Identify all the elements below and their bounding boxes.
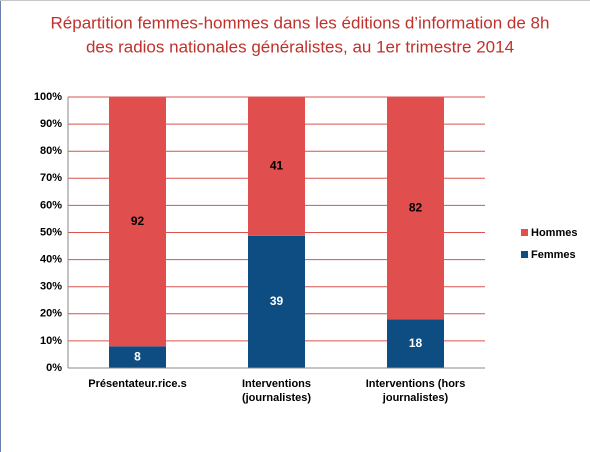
- x-tick-label: Interventions: [242, 378, 311, 390]
- data-label: 18: [409, 336, 423, 350]
- y-tick-label: 80%: [40, 145, 62, 157]
- y-tick-label: 30%: [40, 281, 62, 293]
- y-tick-label: 90%: [40, 118, 62, 130]
- bar-segment: [248, 235, 305, 368]
- y-tick-label: 60%: [40, 199, 62, 211]
- data-label: 82: [409, 200, 423, 214]
- bar-segment: [109, 346, 166, 368]
- chart-title: des radios nationales généralistes, au 1…: [86, 37, 514, 56]
- data-label: 8: [134, 349, 141, 363]
- legend-swatch: [521, 229, 528, 236]
- x-tick-label: Présentateur.rice.s: [88, 378, 186, 390]
- y-tick-label: 50%: [40, 226, 62, 238]
- y-tick-label: 20%: [40, 308, 62, 320]
- bar-segment: [248, 97, 305, 236]
- y-tick-label: 100%: [34, 91, 62, 103]
- chart-title: Répartition femmes-hommes dans les éditi…: [51, 13, 550, 32]
- data-label: 41: [270, 159, 284, 173]
- legend-label: Femmes: [531, 249, 576, 261]
- x-tick-label: (journalistes): [242, 392, 311, 404]
- legend-swatch: [521, 251, 528, 258]
- x-tick-label: journalistes): [382, 392, 449, 404]
- y-tick-label: 40%: [40, 254, 62, 266]
- y-tick-label: 10%: [40, 335, 62, 347]
- y-tick-label: 0%: [46, 362, 62, 374]
- data-label: 92: [131, 214, 145, 228]
- bar-segment: [387, 319, 444, 368]
- data-label: 39: [270, 294, 284, 308]
- x-tick-label: Interventions (hors: [366, 378, 466, 390]
- legend-label: Hommes: [531, 227, 577, 239]
- y-tick-label: 70%: [40, 172, 62, 184]
- bar-segment: [109, 97, 166, 347]
- bar-segment: [387, 97, 444, 320]
